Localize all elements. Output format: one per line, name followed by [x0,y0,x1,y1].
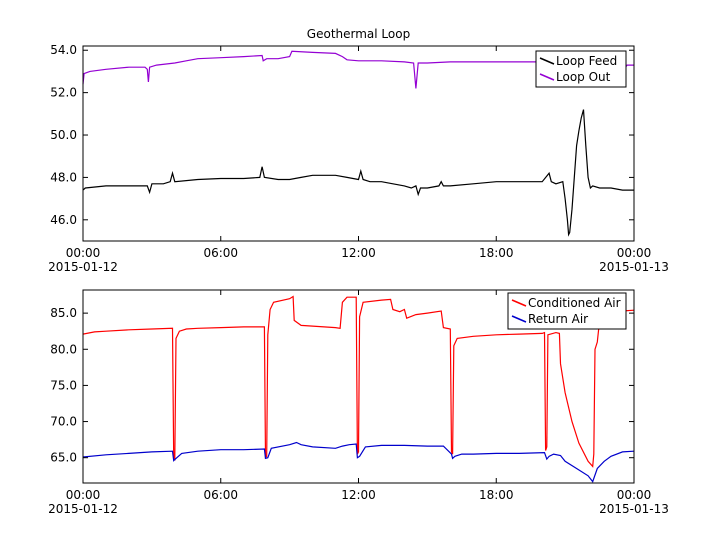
y-tick-label: 54.0 [50,43,77,57]
y-axis: 46.0 48.0 50.0 52.0 54.0 [50,43,634,227]
y-tick-label: 50.0 [50,128,77,142]
legend-box [535,50,627,88]
legend: Conditioned Air Return Air [507,292,627,330]
x-tick-label: 00:00 [617,488,652,502]
y-tick-label: 65.0 [50,451,77,465]
chart-title: Geothermal Loop [307,27,410,41]
x-tick-label: 00:00 [66,488,101,502]
y-tick-label: 80.0 [50,342,77,356]
x-tick-date-label: 2015-01-13 [599,260,669,274]
legend-swatch [511,299,527,307]
series-line-loop-feed [82,109,634,237]
air-temperature-panel: 65.070.075.080.085.0 00:002015-01-1206:0… [48,289,669,516]
legend-label: Return Air [528,312,588,326]
legend-label: Loop Out [556,70,611,84]
x-tick-label: 00:00 [617,246,652,260]
legend-label: Loop Feed [556,54,617,68]
x-tick-date-label: 2015-01-13 [599,502,669,516]
legend-swatch [539,57,555,65]
y-tick-label: 52.0 [50,86,77,100]
x-tick-label: 12:00 [341,246,376,260]
y-tick-label: 46.0 [50,213,77,227]
x-tick-label: 18:00 [479,488,514,502]
x-tick-label: 00:00 [66,246,101,260]
series-line-return-air [82,441,635,483]
y-tick-label: 48.0 [50,170,77,184]
x-tick-date-label: 2015-01-12 [48,260,118,274]
geothermal-loop-panel: Geothermal Loop 46.0 48.0 50.0 52.0 54.0 00:… [48,27,669,274]
legend: Loop Feed Loop Out [535,50,627,88]
series-line-conditioned-air [82,295,635,468]
y-tick-label: 70.0 [50,415,77,429]
x-tick-label: 12:00 [341,488,376,502]
legend-label: Conditioned Air [528,296,621,310]
y-axis: 65.0 70.0 75.0 80.0 85.0 [50,306,634,465]
legend-swatch [511,315,527,323]
y-tick-label: 75.0 [50,378,77,392]
y-tick-label: 85.0 [50,306,77,320]
legend-swatch [539,73,555,81]
x-tick-label: 18:00 [479,246,514,260]
legend-box [507,292,627,330]
series-group [82,295,635,483]
x-tick-label: 06:00 [203,246,238,260]
x-tick-label: 06:00 [203,488,238,502]
x-tick-date-label: 2015-01-12 [48,502,118,516]
